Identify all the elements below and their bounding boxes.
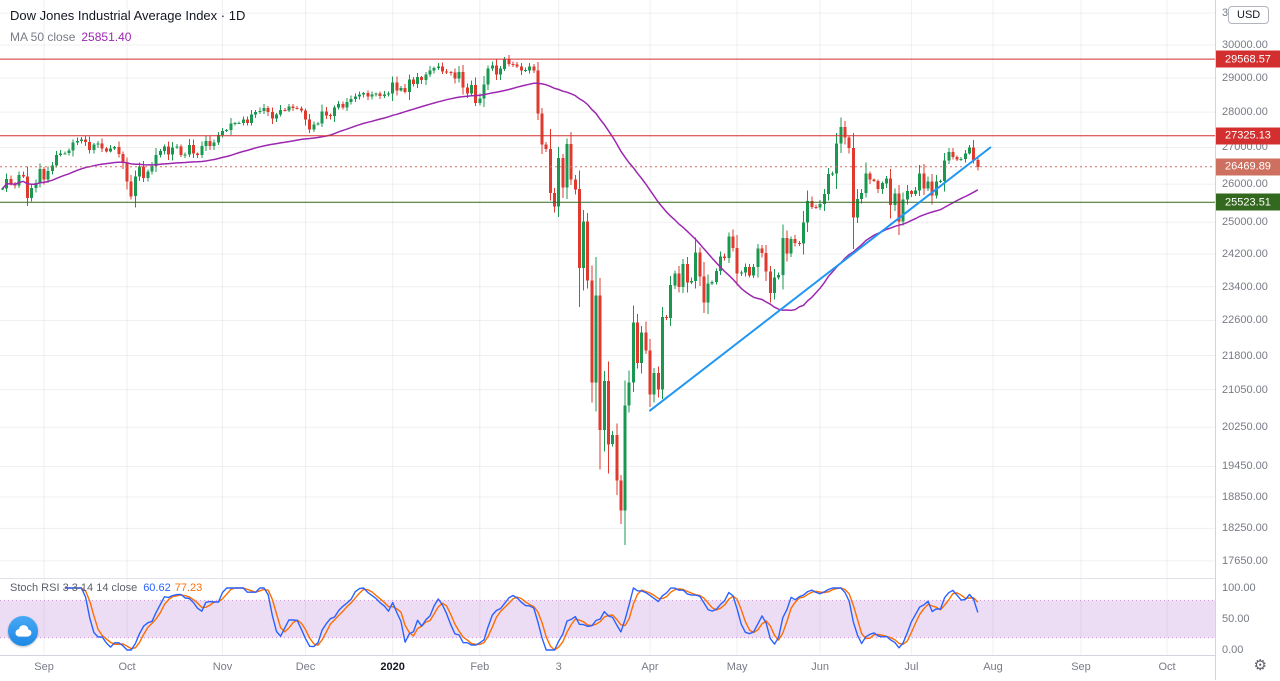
time-axis-label[interactable]: Sep — [1071, 661, 1091, 673]
ma50-line[interactable] — [3, 83, 978, 310]
price-tick-label: 17650.00 — [1222, 555, 1268, 567]
price-chart-canvas[interactable] — [0, 0, 1215, 578]
price-level-label[interactable]: 26469.89 — [1216, 158, 1280, 175]
time-axis-label[interactable]: Jun — [811, 661, 829, 673]
price-tick-label: 26000.00 — [1222, 178, 1268, 190]
ma-legend-row: MA 50 close 25851.40 — [10, 30, 245, 44]
price-tick-label: 25000.00 — [1222, 216, 1268, 228]
candlestick-series[interactable] — [1, 55, 979, 545]
time-axis-label[interactable]: Oct — [1158, 661, 1175, 673]
time-axis[interactable]: Sep Oct Nov Dec 2020 Feb 3 Apr May Jun Jul Aug Sep Oc… — [0, 655, 1215, 681]
price-tick-label: 18850.00 — [1222, 491, 1268, 503]
time-axis-label[interactable]: Feb — [470, 661, 489, 673]
price-tick-label: 18250.00 — [1222, 522, 1268, 534]
pane-separator[interactable] — [0, 578, 1215, 579]
stoch-d-value: 77.23 — [175, 582, 203, 594]
tradingview-logo-button[interactable] — [8, 616, 38, 646]
stoch-k-value: 60.62 — [143, 582, 171, 594]
stoch-rsi-pane[interactable]: Stoch RSI 3 3 14 14 close 60.62 77.23 — [0, 578, 1215, 655]
main-price-pane[interactable]: Dow Jones Industrial Average Index · 1D … — [0, 0, 1215, 578]
price-tick-label: 23400.00 — [1222, 281, 1268, 293]
stoch-scale-label: 50.00 — [1222, 613, 1250, 625]
time-axis-label[interactable]: Jul — [904, 661, 918, 673]
price-level-label[interactable]: 27325.13 — [1216, 127, 1280, 144]
grid-lines — [0, 0, 1215, 578]
price-tick-label: 19450.00 — [1222, 460, 1268, 472]
price-tick-label: 20250.00 — [1222, 421, 1268, 433]
chart-settings-gear-icon[interactable]: ⚙ — [1254, 658, 1267, 673]
time-axis-label[interactable]: Apr — [641, 661, 658, 673]
price-level-label[interactable]: 25523.51 — [1216, 194, 1280, 211]
stoch-scale-label: 100.00 — [1222, 582, 1256, 594]
price-tick-label: 22600.00 — [1222, 314, 1268, 326]
price-tick-label: 24200.00 — [1222, 248, 1268, 260]
time-axis-label[interactable]: May — [727, 661, 748, 673]
time-axis-label[interactable]: Dec — [296, 661, 316, 673]
time-axis-label[interactable]: Aug — [983, 661, 1003, 673]
price-level-label[interactable]: 29568.57 — [1216, 51, 1280, 68]
price-tick-label: 28000.00 — [1222, 106, 1268, 118]
time-axis-label[interactable]: Oct — [119, 661, 136, 673]
price-tick-label: 21800.00 — [1222, 350, 1268, 362]
price-tick-label: 30000.00 — [1222, 39, 1268, 51]
price-tick-label: 29000.00 — [1222, 72, 1268, 84]
time-axis-label[interactable]: 3 — [556, 661, 562, 673]
time-axis-label[interactable]: Nov — [213, 661, 233, 673]
stoch-band — [0, 600, 1215, 637]
ma-indicator-value: 25851.40 — [81, 30, 131, 44]
time-axis-label[interactable]: 2020 — [380, 661, 404, 673]
ma-indicator-label[interactable]: MA 50 close — [10, 30, 75, 44]
price-axis[interactable]: USD ⚙ 31000.0030000.0029000.0028000.0027… — [1215, 0, 1280, 680]
chart-legend: Dow Jones Industrial Average Index · 1D … — [10, 8, 245, 44]
symbol-title[interactable]: Dow Jones Industrial Average Index · 1D — [10, 8, 245, 23]
stoch-rsi-label[interactable]: Stoch RSI 3 3 14 14 close — [10, 582, 137, 594]
price-tick-label: 21050.00 — [1222, 384, 1268, 396]
currency-unit-button[interactable]: USD — [1228, 6, 1269, 24]
cloud-icon — [13, 623, 33, 639]
stoch-scale-label: 0.00 — [1222, 644, 1243, 656]
time-axis-label[interactable]: Sep — [34, 661, 54, 673]
stoch-rsi-legend: Stoch RSI 3 3 14 14 close 60.62 77.23 — [10, 582, 202, 594]
